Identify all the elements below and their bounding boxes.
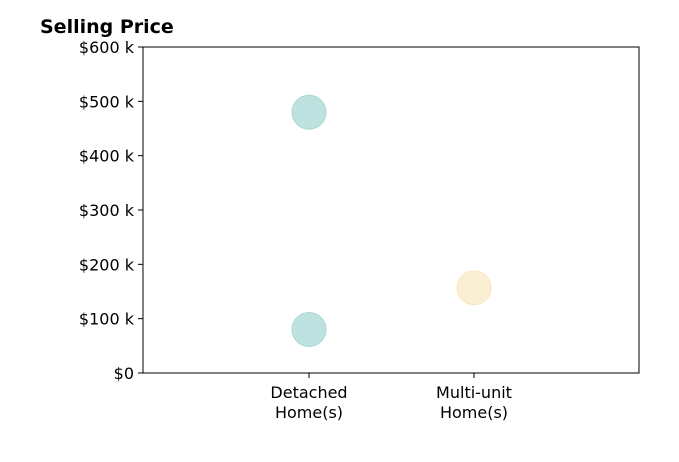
y-tick-label: $400 k <box>79 147 135 166</box>
y-tick-label: $100 k <box>79 310 135 329</box>
data-point <box>291 312 327 348</box>
y-tick-label: $600 k <box>79 38 135 57</box>
plot-frame <box>142 46 640 374</box>
data-point <box>456 270 492 306</box>
data-point <box>291 94 327 130</box>
y-axis: $0 $100 k $200 k $300 k $400 k $500 k $600 k <box>79 38 143 383</box>
y-tick-label: $0 <box>114 364 134 383</box>
chart-title: Selling Price <box>40 16 174 38</box>
x-tick-label: Multi-unit Home(s) <box>436 383 512 422</box>
y-tick-label: $500 k <box>79 92 135 111</box>
x-tick-label: Detached Home(s) <box>270 383 347 422</box>
y-tick-label: $300 k <box>79 201 135 220</box>
x-axis: Detached Home(s) Multi-unit Home(s) <box>270 373 512 422</box>
y-tick-label: $200 k <box>79 255 135 274</box>
data-points <box>291 94 492 348</box>
